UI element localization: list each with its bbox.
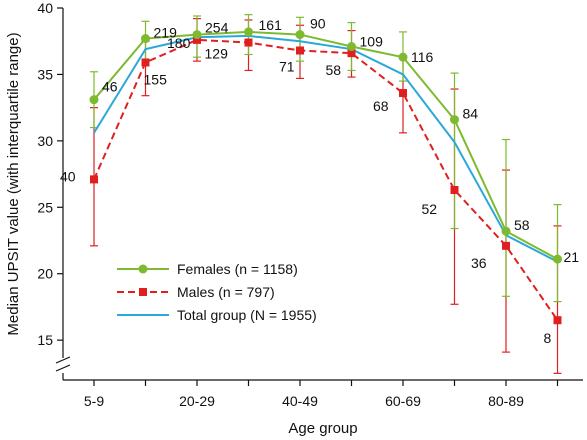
y-tick-label: 15 <box>37 332 53 348</box>
males-line <box>93 38 559 321</box>
females-point <box>553 254 562 264</box>
females-point <box>141 34 150 44</box>
legend-males-marker <box>139 288 147 296</box>
data-labels: 46 219 254 161 90 109 116 84 58 21 40 155 180 129 71 58… <box>60 16 579 347</box>
x-tick-label: 80-89 <box>488 393 524 409</box>
series-lines <box>93 30 559 321</box>
x-tick-label: 20-29 <box>179 393 215 409</box>
x-tick-label: 5-9 <box>84 393 104 409</box>
x-tick-label: 60-69 <box>385 393 421 409</box>
females-n-label: 84 <box>463 106 479 122</box>
females-line <box>93 30 558 260</box>
males-n-label: 155 <box>144 71 168 87</box>
females-point <box>192 30 202 40</box>
females-n-label: 58 <box>514 217 530 233</box>
females-n-label: 46 <box>102 79 118 95</box>
males-n-label: 68 <box>373 98 389 114</box>
y-tick-label: 25 <box>37 199 53 215</box>
x-tick-label: 40-49 <box>282 393 318 409</box>
males-point <box>90 175 98 184</box>
x-axis-title: Age group <box>288 420 357 437</box>
females-point <box>295 30 305 40</box>
males-n-label: 40 <box>60 168 76 184</box>
males-n-label: 58 <box>326 62 342 78</box>
legend-females-label: Females (n = 1158) <box>177 261 298 277</box>
total-line <box>93 34 558 263</box>
males-n-label: 71 <box>279 59 295 75</box>
males-point <box>450 186 459 195</box>
males-n-label: 8 <box>544 330 552 346</box>
y-tick-label: 35 <box>37 66 53 82</box>
males-point <box>553 316 562 325</box>
y-tick-label: 40 <box>37 0 53 16</box>
females-point <box>398 52 408 62</box>
series-markers <box>89 27 562 325</box>
females-n-label: 116 <box>411 49 434 65</box>
males-n-label: 52 <box>422 201 438 217</box>
males-point <box>296 46 304 55</box>
legend-total-label: Total group (N = 1955) <box>177 307 317 323</box>
females-point <box>347 42 356 52</box>
y-axis-title: Median UPSIT value (with interquartile r… <box>5 32 22 335</box>
females-point <box>501 226 511 236</box>
legend: Females (n = 1158) Males (n = 797) Total g… <box>117 261 317 323</box>
females-n-label: 90 <box>310 16 326 32</box>
males-n-label: 36 <box>471 255 487 271</box>
males-point <box>502 241 510 250</box>
legend-females-marker <box>138 264 148 274</box>
females-point <box>450 115 459 125</box>
axis-break-mark <box>55 364 71 372</box>
axes: 15 20 25 30 35 40 5-9 20-29 40-49 60-69 80-89 <box>37 0 583 409</box>
females-n-label: 21 <box>564 249 580 265</box>
females-n-label: 109 <box>360 34 384 50</box>
y-tick-label: 20 <box>37 266 53 282</box>
y-tick-label: 30 <box>37 133 53 149</box>
females-n-label: 161 <box>259 17 283 33</box>
axis-break-mark <box>55 356 71 364</box>
males-point <box>399 89 407 98</box>
females-point <box>244 27 253 37</box>
males-point <box>141 58 150 67</box>
males-n-label: 129 <box>205 46 229 62</box>
legend-males-label: Males (n = 797) <box>177 284 275 300</box>
males-point <box>244 38 253 47</box>
males-point <box>193 35 201 44</box>
females-n-label: 219 <box>154 25 178 41</box>
males-point <box>347 49 356 58</box>
males-n-label: 180 <box>167 35 191 51</box>
females-point <box>89 95 99 105</box>
females-n-label: 254 <box>205 20 229 36</box>
